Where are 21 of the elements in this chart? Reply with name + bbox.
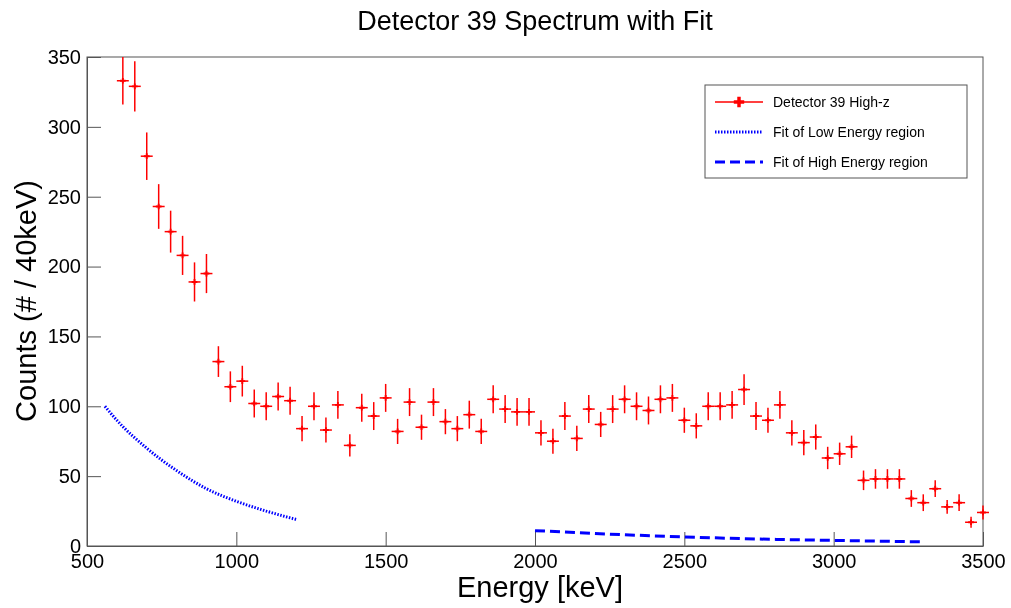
- x-tick-label: 1000: [214, 550, 260, 573]
- y-tick-label: 50: [58, 465, 81, 488]
- x-tick-label: 2000: [513, 550, 558, 573]
- y-tick-label: 150: [47, 325, 81, 348]
- legend-label: Detector 39 High-z: [773, 94, 890, 110]
- y-tick-label: 100: [47, 395, 81, 418]
- y-tick-label: 350: [47, 45, 81, 68]
- y-axis-title: Counts (# / 40keV): [10, 180, 42, 422]
- x-tick-label: 1500: [363, 550, 409, 573]
- y-tick-label: 300: [47, 115, 81, 138]
- y-tick-label: 250: [47, 185, 81, 208]
- x-axis-title: Energy [keV]: [456, 571, 624, 603]
- legend-label: Fit of Low Energy region: [773, 124, 925, 140]
- chart-title: Detector 39 Spectrum with Fit: [357, 6, 714, 36]
- x-tick-label: 3500: [961, 550, 1006, 573]
- line-series: [103, 404, 298, 521]
- x-tick-label: 2500: [662, 550, 708, 573]
- y-tick-label: 200: [47, 255, 81, 278]
- legend-label: Fit of High Energy region: [773, 154, 928, 170]
- x-tick-label: 3000: [811, 550, 857, 573]
- line-series: [533, 529, 922, 544]
